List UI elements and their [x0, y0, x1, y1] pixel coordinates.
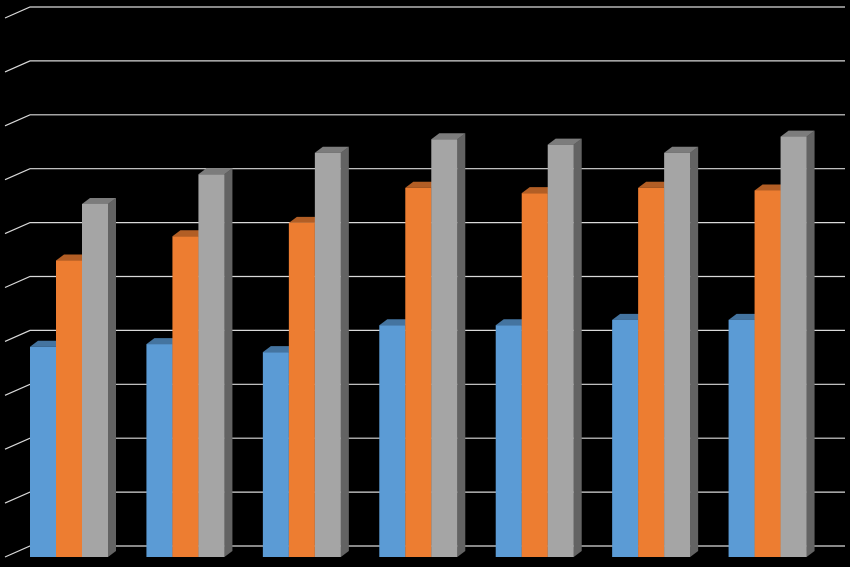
bar-3d: [780, 130, 815, 557]
bar-3d: [198, 168, 233, 557]
bar-top: [664, 146, 699, 153]
bar-top: [379, 319, 414, 326]
bar-3d: [547, 138, 582, 558]
bar-top: [780, 130, 815, 137]
bar: [262, 352, 289, 557]
bar: [547, 144, 574, 558]
bar-top: [547, 138, 582, 145]
bar-top: [288, 216, 323, 223]
grid-line: [4, 114, 845, 127]
bar-top: [638, 181, 673, 188]
bar: [288, 222, 315, 557]
bar-top: [431, 133, 466, 140]
bar: [379, 325, 406, 557]
bar: [664, 152, 691, 557]
grid-line: [4, 6, 845, 19]
bar: [638, 187, 665, 557]
bar-side: [573, 138, 582, 558]
bar: [172, 236, 199, 558]
bar-top: [172, 230, 207, 237]
bar-side: [457, 133, 466, 557]
bar: [431, 139, 458, 557]
bar-3d: [82, 197, 116, 557]
bar: [612, 319, 639, 557]
bar: [521, 193, 548, 558]
bar-side: [806, 130, 815, 557]
bar-top: [82, 197, 116, 204]
bar-top: [612, 313, 647, 320]
bar: [198, 174, 225, 557]
bar-3d: [314, 146, 349, 557]
bar-top: [198, 168, 233, 175]
bar: [30, 346, 56, 557]
bar-top: [521, 187, 556, 194]
bar-top: [314, 146, 349, 153]
bar: [780, 136, 807, 557]
bar-3d: [664, 146, 699, 557]
bar-side: [340, 146, 349, 557]
bar-side: [108, 197, 116, 557]
bar-top: [30, 340, 64, 347]
bar-side: [224, 168, 233, 557]
bar: [728, 319, 755, 557]
bar-top: [56, 254, 90, 261]
grid-line: [4, 60, 845, 73]
bar: [82, 203, 108, 557]
bar: [314, 152, 341, 557]
bar-top: [495, 319, 530, 326]
bar-top: [405, 181, 440, 188]
bar: [754, 190, 781, 558]
bar-top: [754, 184, 789, 191]
bar: [495, 325, 522, 557]
bar-3d: [431, 133, 466, 557]
bar-top: [146, 338, 181, 345]
bar-top: [262, 346, 297, 353]
bar: [56, 260, 82, 557]
bar: [146, 344, 173, 557]
bar-top: [728, 313, 763, 320]
bar-side: [690, 146, 699, 557]
bar: [405, 187, 432, 557]
